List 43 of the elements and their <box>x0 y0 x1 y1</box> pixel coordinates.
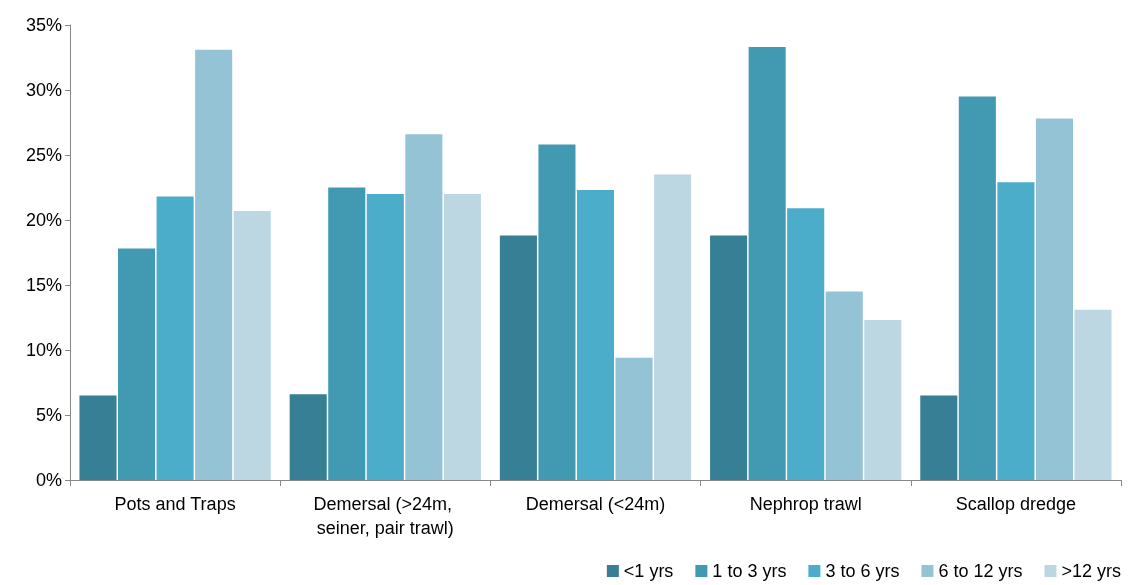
bar <box>118 248 156 480</box>
bar <box>443 194 481 480</box>
legend-label: <1 yrs <box>623 561 674 581</box>
bar <box>538 144 576 480</box>
y-tick-label: 25% <box>25 145 62 165</box>
bar <box>405 134 443 480</box>
x-tick-label: Demersal (>24m, seiner, pair trawl) <box>313 494 458 538</box>
y-tick-label: 30% <box>25 80 62 100</box>
bar <box>328 187 366 480</box>
bar <box>710 235 748 480</box>
bar <box>748 47 786 480</box>
bar <box>864 320 902 480</box>
x-tick-label: Pots and Traps <box>114 494 236 514</box>
bar <box>997 182 1035 480</box>
bar <box>576 190 615 480</box>
bar <box>1074 309 1112 480</box>
bar <box>233 210 271 480</box>
x-tick-label: Nephrop trawl <box>749 494 862 514</box>
x-tick-label: Demersal (<24m) <box>525 494 666 514</box>
y-tick-label: 0% <box>35 470 62 490</box>
bar <box>366 194 404 480</box>
bar <box>1035 118 1073 480</box>
bar <box>615 357 653 480</box>
y-tick-label: 35% <box>25 15 62 35</box>
bar <box>787 208 825 480</box>
legend-label: 6 to 12 yrs <box>938 561 1023 581</box>
bar <box>920 395 958 480</box>
bar <box>156 196 194 480</box>
y-tick-label: 20% <box>25 210 62 230</box>
bar <box>79 395 117 480</box>
bar <box>195 49 233 480</box>
bar <box>654 174 692 480</box>
y-tick-label: 5% <box>35 405 62 425</box>
x-tick-label: Scallop dredge <box>955 494 1076 514</box>
legend-label: 3 to 6 yrs <box>825 561 900 581</box>
bar <box>289 394 327 480</box>
bar <box>825 291 863 480</box>
bar <box>958 96 996 480</box>
y-tick-label: 15% <box>25 275 62 295</box>
legend-label: 1 to 3 yrs <box>712 561 787 581</box>
legend-label: >12 yrs <box>1061 561 1121 581</box>
bar <box>499 235 537 480</box>
y-tick-label: 10% <box>25 340 62 360</box>
